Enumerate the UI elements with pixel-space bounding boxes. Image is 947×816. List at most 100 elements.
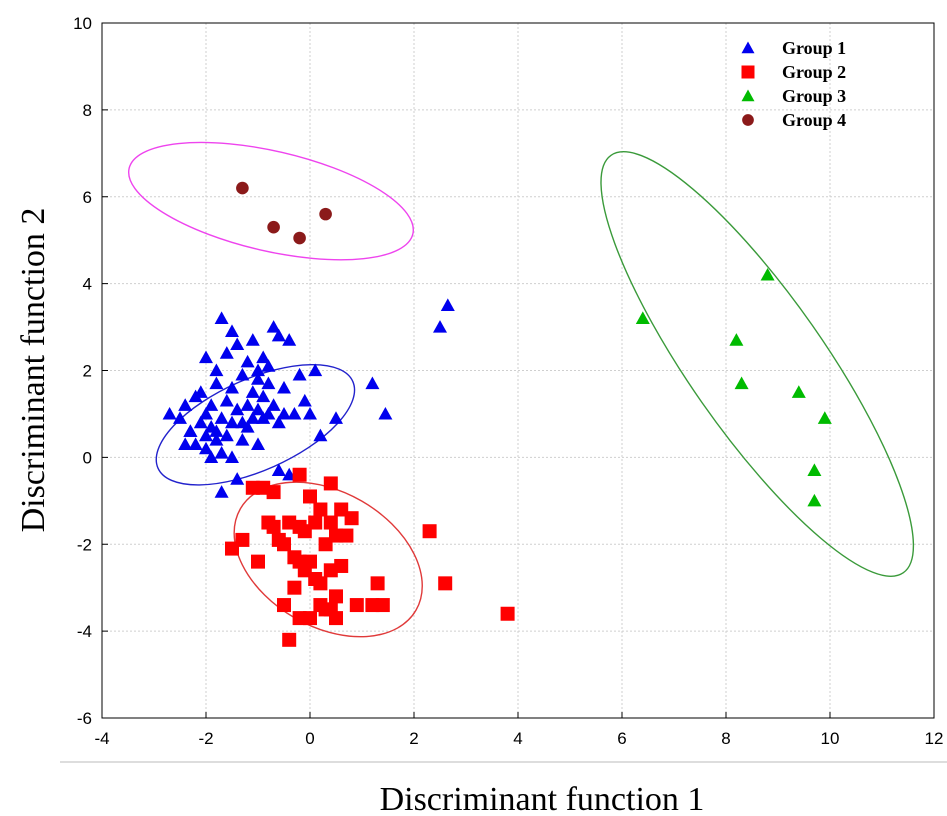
group-1-point bbox=[240, 398, 255, 411]
group-2-point bbox=[370, 576, 385, 591]
group-2-point bbox=[349, 598, 364, 613]
x-tick-label: 6 bbox=[617, 729, 626, 748]
y-tick-label: -4 bbox=[77, 622, 92, 641]
ellipse-group-1 bbox=[155, 363, 356, 486]
group-1-point bbox=[251, 372, 265, 385]
group-1-point bbox=[297, 393, 312, 407]
group-1-point bbox=[230, 337, 245, 351]
group-1-point bbox=[365, 376, 380, 390]
group-1-point bbox=[162, 406, 177, 420]
group-1-point bbox=[209, 363, 224, 377]
group-2-point bbox=[422, 524, 437, 539]
group-1-point bbox=[440, 298, 455, 311]
group-1-point bbox=[308, 363, 323, 377]
group-1-point bbox=[219, 346, 234, 359]
group-3-point bbox=[760, 267, 775, 281]
x-tick-label: 8 bbox=[721, 729, 730, 748]
y-tick-label: 4 bbox=[83, 275, 92, 294]
group-1-point bbox=[433, 320, 447, 333]
group-1-point bbox=[199, 441, 213, 455]
group-2-point bbox=[339, 528, 354, 543]
group-1-point bbox=[214, 446, 229, 459]
group-1-point bbox=[199, 428, 213, 442]
group-2-point bbox=[292, 467, 307, 482]
x-tick-label: 4 bbox=[513, 729, 522, 748]
group-1-point bbox=[277, 406, 291, 420]
y-tick-label: 10 bbox=[73, 14, 92, 33]
group-1-point bbox=[282, 333, 297, 346]
group-2-point bbox=[282, 632, 297, 647]
group-1-point bbox=[245, 385, 260, 398]
group-1-point bbox=[292, 367, 307, 381]
group-2-point bbox=[313, 598, 328, 613]
group-3-point bbox=[791, 385, 806, 398]
group-1-point bbox=[188, 437, 203, 450]
confidence-ellipses bbox=[127, 141, 915, 638]
group-2-point bbox=[344, 511, 359, 526]
group-2-point bbox=[323, 515, 338, 530]
legend-marker-group-4 bbox=[742, 114, 754, 126]
group-1-point bbox=[329, 411, 343, 424]
group-1-point bbox=[230, 472, 245, 485]
y-tick-label: 6 bbox=[83, 188, 92, 207]
group-2-point bbox=[287, 580, 302, 595]
x-tick-label: 12 bbox=[925, 729, 944, 748]
x-axis-label: Discriminant function 1 bbox=[380, 781, 705, 816]
group-1-point bbox=[271, 328, 286, 342]
group-3-point bbox=[807, 463, 822, 477]
legend-marker-group-1 bbox=[741, 41, 755, 54]
data-points bbox=[162, 181, 832, 647]
group-2-point bbox=[266, 519, 281, 534]
group-1-point bbox=[235, 367, 250, 381]
y-tick-label: 0 bbox=[83, 448, 92, 467]
legend-marker-group-2 bbox=[741, 65, 755, 79]
group-4-point bbox=[236, 181, 249, 195]
group-1-point bbox=[214, 485, 229, 498]
y-tick-label: 8 bbox=[83, 101, 92, 120]
x-axis-ticks: -4 -2 0 2 4 6 8 10 12 bbox=[94, 712, 943, 748]
group-1-point bbox=[251, 437, 265, 450]
group-1-point bbox=[261, 406, 276, 420]
y-tick-label: 2 bbox=[83, 362, 92, 381]
group-1-point bbox=[378, 406, 393, 420]
group-4-point bbox=[319, 207, 332, 221]
group-1-point bbox=[256, 389, 271, 403]
group-2-point bbox=[235, 532, 250, 547]
x-tick-label: 0 bbox=[305, 729, 314, 748]
legend-label: Group 3 bbox=[782, 86, 846, 106]
group-2-point bbox=[292, 519, 307, 534]
group-1-point bbox=[230, 402, 245, 416]
group-2-point bbox=[438, 576, 453, 591]
group-1-point bbox=[256, 350, 271, 364]
grid-lines bbox=[102, 23, 934, 718]
group-1-point bbox=[183, 424, 198, 437]
group-1-point bbox=[251, 363, 265, 377]
legend-label: Group 1 bbox=[782, 38, 846, 58]
group-1-point bbox=[225, 380, 239, 394]
ellipse-group-3 bbox=[600, 151, 915, 577]
x-tick-label: -4 bbox=[94, 729, 109, 748]
group-1-point bbox=[240, 354, 255, 368]
group-1-point bbox=[271, 463, 286, 477]
x-tick-label: -2 bbox=[198, 729, 213, 748]
group-2-point bbox=[329, 611, 343, 626]
group-1-point bbox=[204, 450, 219, 463]
group-1-point bbox=[209, 433, 224, 446]
group-1-point bbox=[261, 359, 276, 372]
group-1-point bbox=[219, 428, 234, 442]
y-tick-label: -2 bbox=[77, 535, 92, 554]
group-4-point bbox=[267, 220, 280, 234]
group-1-point bbox=[245, 411, 260, 424]
group-1-point bbox=[240, 419, 255, 433]
group-1-point bbox=[261, 376, 276, 390]
group-3-point bbox=[635, 311, 650, 324]
group-2-point bbox=[323, 476, 338, 491]
group-2-point bbox=[251, 554, 265, 569]
group-1-point bbox=[173, 411, 187, 424]
group-2-point bbox=[313, 576, 328, 591]
group-1-point bbox=[271, 415, 286, 429]
legend-label: Group 4 bbox=[782, 110, 846, 130]
group-1-point bbox=[313, 428, 328, 442]
group-1-point bbox=[277, 380, 291, 394]
